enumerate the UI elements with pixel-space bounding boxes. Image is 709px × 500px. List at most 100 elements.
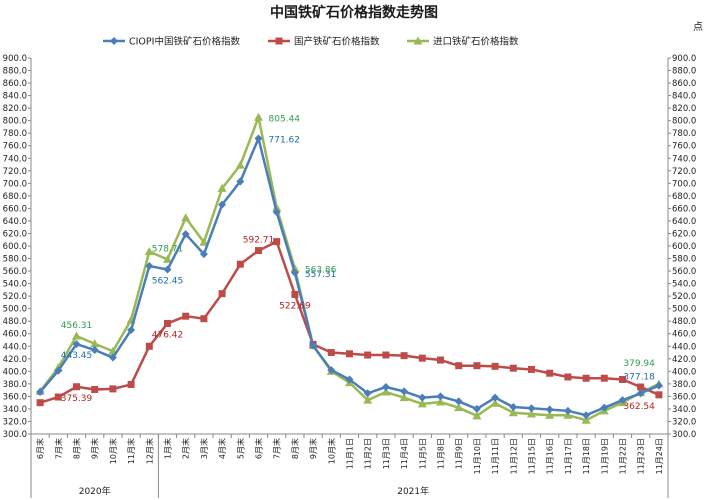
y-tick-label-left: 880.0: [3, 67, 27, 77]
y-tick-label-right: 800.0: [672, 117, 696, 127]
x-tick-label: 7月末: [272, 438, 282, 459]
y-tick-label-left: 780.0: [3, 129, 27, 139]
x-tick-label: 8月末: [72, 438, 82, 459]
legend: CIOPI中国铁矿石价格指数 国产铁矿石价格指数 进口铁矿石价格指数: [103, 36, 519, 48]
data-point-diamond: [290, 268, 299, 277]
data-point-square: [473, 362, 481, 370]
legend-label: CIOPI中国铁矿石价格指数: [129, 36, 240, 48]
data-point-diamond: [218, 200, 227, 209]
data-point-diamond: [254, 134, 263, 143]
data-point-square: [73, 383, 80, 391]
data-point-square: [327, 349, 335, 357]
y-tick-label-right: 860.0: [672, 79, 696, 89]
y-tick-label-right: 440.0: [672, 342, 696, 352]
data-point-diamond: [491, 393, 500, 402]
x-tick-label: 12月末: [144, 438, 154, 464]
data-label: 557.31: [305, 270, 337, 280]
axes: 300.0 300.0 320.0 320.0 340.0 340.0 360.0 360.0…: [3, 54, 696, 498]
data-point-square: [600, 374, 608, 382]
data-label: 578.71: [152, 244, 184, 254]
data-point-triangle: [181, 213, 191, 222]
data-label: 375.39: [61, 394, 93, 404]
data-point-diamond: [418, 393, 427, 402]
data-point-triangle: [581, 415, 591, 424]
x-tick-label: 11月3日: [382, 438, 391, 469]
y-tick-label-left: 520.0: [3, 292, 27, 302]
y-tick-label-left: 500.0: [3, 305, 27, 315]
series-2: [36, 238, 663, 407]
data-point-square: [491, 362, 499, 370]
year-label: 2020年: [79, 485, 111, 497]
y-tick-label-left: 660.0: [3, 204, 27, 214]
data-point-triangle: [490, 398, 500, 407]
y-tick-label-left: 420.0: [3, 355, 27, 365]
data-point-diamond: [509, 403, 518, 412]
data-point-square: [346, 350, 353, 358]
data-label: 379.94: [623, 359, 655, 369]
data-point-square: [200, 315, 208, 323]
data-point-diamond: [563, 406, 572, 415]
data-point-triangle: [199, 237, 209, 246]
data-point-diamond: [272, 208, 281, 217]
data-label: 456.31: [61, 321, 93, 331]
data-point-diamond: [236, 177, 245, 186]
data-point-diamond: [618, 396, 627, 405]
data-point-square: [418, 354, 426, 362]
data-point-triangle: [527, 409, 536, 418]
x-tick-label: 11月1日: [346, 438, 355, 469]
data-point-square: [382, 351, 390, 359]
y-tick-label-left: 320.0: [3, 417, 27, 427]
y-tick-label-right: 900.0: [672, 54, 696, 64]
data-point-triangle: [381, 387, 391, 396]
data-point-diamond: [54, 366, 63, 375]
chart-title: 中国铁矿石价格指数走势图: [270, 4, 438, 21]
data-point-diamond: [72, 340, 81, 349]
legend-item-2: 国产铁矿石价格指数: [268, 36, 380, 48]
data-label: 476.42: [152, 330, 184, 340]
y-tick-label-right: 880.0: [672, 67, 696, 77]
x-tick-label: 7月末: [53, 438, 63, 459]
legend-label: 进口铁矿石价格指数: [433, 36, 519, 48]
y-tick-label-left: 860.0: [3, 79, 27, 89]
data-point-triangle: [254, 112, 263, 121]
y-tick-label-right: 600.0: [672, 242, 696, 252]
data-point-diamond: [582, 411, 591, 420]
x-tick-label: 6月末: [254, 438, 264, 459]
y-tick-label-left: 760.0: [3, 142, 27, 152]
y-tick-label-left: 600.0: [3, 242, 27, 252]
y-tick-label-left: 700.0: [3, 179, 27, 189]
data-point-triangle: [144, 247, 154, 256]
x-tick-label: 11月17日: [564, 438, 573, 474]
y-tick-label-right: 460.0: [672, 330, 696, 340]
data-point-square: [273, 238, 281, 246]
y-tick-label-right: 300.0: [672, 430, 696, 440]
x-tick-label: 8月末: [290, 438, 300, 459]
x-tick-label: 11月22日: [619, 438, 628, 474]
data-point-diamond: [454, 397, 463, 406]
data-point-diamond: [654, 381, 663, 390]
data-point-square: [637, 383, 645, 391]
y-tick-label-left: 460.0: [3, 330, 27, 340]
y-tick-label-left: 800.0: [3, 117, 27, 127]
data-point-square: [528, 365, 535, 373]
data-point-triangle: [90, 339, 100, 348]
y-tick-label-right: 560.0: [672, 267, 696, 277]
data-label: 563.86: [305, 266, 337, 276]
legend-item-3: 进口铁矿石价格指数: [407, 36, 519, 48]
x-tick-label: 9月末: [308, 438, 318, 459]
y-tick-label-right: 540.0: [672, 280, 696, 290]
data-label: 377.18: [623, 373, 655, 383]
data-point-triangle: [436, 397, 445, 406]
x-tick-label: 11月11日: [491, 438, 500, 474]
y-tick-label-right: 480.0: [672, 317, 696, 327]
data-point-square: [54, 393, 62, 401]
data-point-diamond: [199, 250, 208, 259]
x-tick-label: 5月末: [235, 438, 245, 459]
data-point-diamond: [600, 403, 609, 412]
data-point-square: [400, 352, 408, 360]
data-point-triangle: [545, 410, 555, 419]
data-point-square: [255, 247, 262, 255]
y-tick-label-left: 540.0: [3, 280, 27, 290]
data-point-triangle: [72, 331, 81, 340]
y-tick-label-left: 820.0: [3, 104, 27, 114]
